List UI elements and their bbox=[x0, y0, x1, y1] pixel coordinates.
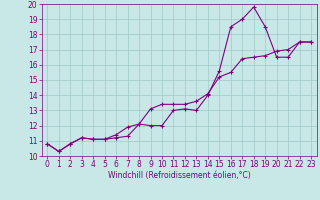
X-axis label: Windchill (Refroidissement éolien,°C): Windchill (Refroidissement éolien,°C) bbox=[108, 171, 251, 180]
